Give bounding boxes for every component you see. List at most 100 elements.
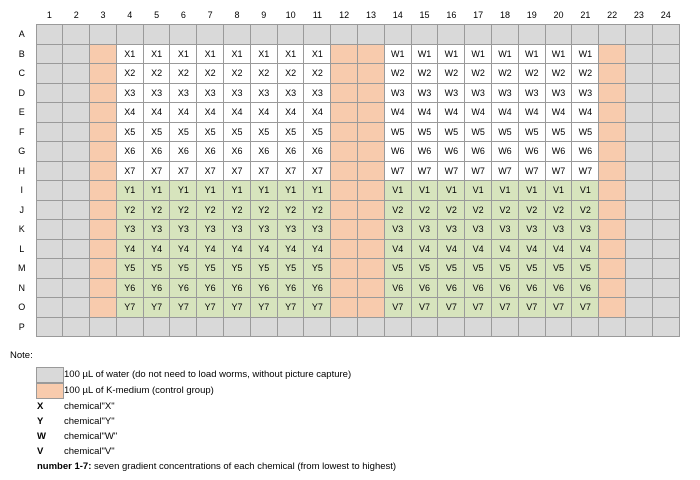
well xyxy=(651,199,680,220)
well xyxy=(357,219,385,240)
well xyxy=(62,160,91,181)
well xyxy=(544,316,573,337)
row-label: N xyxy=(18,282,26,293)
row-label: A xyxy=(18,29,25,40)
well xyxy=(89,121,117,142)
column-label: 24 xyxy=(660,9,671,20)
well: W1 xyxy=(383,43,412,64)
well: Y4 xyxy=(303,238,332,259)
well: V2 xyxy=(544,199,573,220)
well xyxy=(598,141,627,162)
plate-row: N Y6 Y6 Y6 Y6 Y6 Y6 Y6 Y6 V6 V6 V6 V6 V6 V6 V6 V6 xyxy=(8,277,680,298)
well: X2 xyxy=(196,63,225,84)
well xyxy=(89,102,117,123)
well xyxy=(89,199,117,220)
well: V3 xyxy=(571,219,600,240)
well xyxy=(598,160,627,181)
well: V6 xyxy=(544,277,573,298)
well: W4 xyxy=(517,102,546,123)
well: W1 xyxy=(544,43,573,64)
well xyxy=(598,121,627,142)
well xyxy=(330,199,359,220)
well xyxy=(357,297,385,318)
well: W7 xyxy=(517,160,546,181)
well: Y1 xyxy=(169,180,198,201)
well: W6 xyxy=(517,141,546,162)
well xyxy=(35,199,64,220)
well: V4 xyxy=(544,238,573,259)
well: W7 xyxy=(491,160,519,181)
well: Y3 xyxy=(249,219,278,240)
well xyxy=(35,160,64,181)
well xyxy=(357,102,385,123)
well: V7 xyxy=(491,297,519,318)
well: W5 xyxy=(571,121,600,142)
column-label: 15 xyxy=(419,9,430,20)
definition-text: chemical"X" xyxy=(64,401,115,412)
well: X6 xyxy=(223,141,251,162)
well xyxy=(651,316,680,337)
definition-term: Y xyxy=(37,416,44,427)
well: Y1 xyxy=(303,180,332,201)
well: W5 xyxy=(437,121,466,142)
well: Y1 xyxy=(196,180,225,201)
well: Y3 xyxy=(276,219,305,240)
well: V5 xyxy=(464,258,493,279)
well: W2 xyxy=(437,63,466,84)
row-label: C xyxy=(18,68,26,79)
well xyxy=(357,121,385,142)
well xyxy=(35,219,64,240)
well: W2 xyxy=(383,63,412,84)
well xyxy=(625,316,653,337)
well: V7 xyxy=(410,297,439,318)
well: W7 xyxy=(383,160,412,181)
well xyxy=(410,316,439,337)
well: V3 xyxy=(410,219,439,240)
well: W3 xyxy=(544,82,573,103)
well: X2 xyxy=(142,63,171,84)
well: Y1 xyxy=(223,180,251,201)
well xyxy=(330,316,359,337)
well xyxy=(89,180,117,201)
well xyxy=(249,316,278,337)
well xyxy=(651,180,680,201)
well: X5 xyxy=(303,121,332,142)
legend-text: 100 µL of K-medium (control group) xyxy=(64,385,214,396)
well: V4 xyxy=(517,238,546,259)
well xyxy=(330,141,359,162)
plate-row: P xyxy=(8,316,680,337)
well xyxy=(62,102,91,123)
well: X5 xyxy=(169,121,198,142)
row-label: M xyxy=(18,263,26,274)
column-label: 17 xyxy=(473,9,484,20)
well: V5 xyxy=(544,258,573,279)
well: W6 xyxy=(383,141,412,162)
well xyxy=(544,24,573,45)
definition-text: chemical"W" xyxy=(64,431,118,442)
well xyxy=(651,43,680,64)
well xyxy=(651,141,680,162)
well: X4 xyxy=(169,102,198,123)
well: W4 xyxy=(464,102,493,123)
plate-row: K Y3 Y3 Y3 Y3 Y3 Y3 Y3 Y3 V3 V3 V3 V3 V3 V3 V3 V3 xyxy=(8,219,680,240)
well xyxy=(89,24,117,45)
well: Y6 xyxy=(249,277,278,298)
plate-row: C X2 X2 X2 X2 X2 X2 X2 X2 W2 W2 W2 W2 W2 W2 W2 W2 xyxy=(8,63,680,84)
well: V5 xyxy=(437,258,466,279)
well: X3 xyxy=(196,82,225,103)
well: W6 xyxy=(571,141,600,162)
well: X1 xyxy=(249,43,278,64)
well: Y7 xyxy=(276,297,305,318)
well xyxy=(464,24,493,45)
well: V7 xyxy=(544,297,573,318)
well xyxy=(330,24,359,45)
well: W3 xyxy=(571,82,600,103)
well xyxy=(196,316,225,337)
well xyxy=(62,219,91,240)
well: X2 xyxy=(276,63,305,84)
well: Y4 xyxy=(249,238,278,259)
well: X1 xyxy=(223,43,251,64)
well: W2 xyxy=(491,63,519,84)
well: X1 xyxy=(169,43,198,64)
